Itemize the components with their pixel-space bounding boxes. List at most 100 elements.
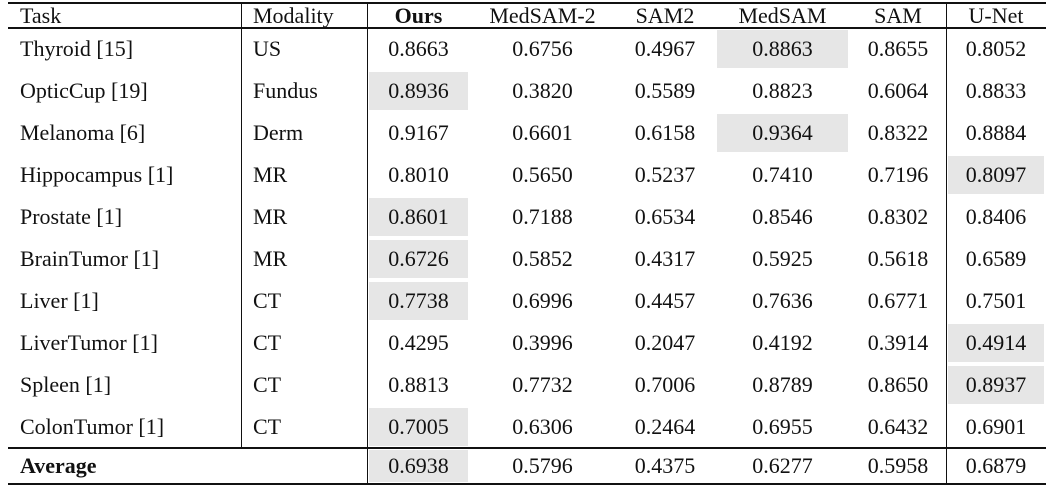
score-cell: 0.7636 bbox=[752, 288, 813, 313]
modality-cell: CT bbox=[253, 414, 282, 439]
modality-cell: MR bbox=[253, 246, 288, 271]
column-rule bbox=[946, 3, 948, 484]
score-cell: 0.5958 bbox=[867, 453, 929, 478]
task-cell: Thyroid [15] bbox=[20, 36, 134, 61]
score-cell: 0.3914 bbox=[867, 330, 929, 355]
score-cell: 0.8406 bbox=[965, 204, 1027, 229]
modality-cell: US bbox=[253, 36, 282, 61]
task-cell: Prostate [1] bbox=[20, 204, 123, 229]
rule bbox=[8, 447, 1046, 449]
score-cell: 0.7501 bbox=[965, 288, 1027, 313]
score-cell: 0.8010 bbox=[388, 162, 449, 187]
score-cell: 0.4192 bbox=[752, 330, 813, 355]
score-cell: 0.7196 bbox=[867, 162, 929, 187]
score-cell: 0.6726 bbox=[369, 240, 468, 278]
column-header: SAM2 bbox=[635, 2, 695, 28]
rule bbox=[8, 27, 1046, 29]
score-cell: 0.8823 bbox=[752, 78, 813, 103]
score-cell: 0.8833 bbox=[965, 78, 1027, 103]
score-cell: 0.6306 bbox=[512, 414, 573, 439]
score-cell: 0.9167 bbox=[388, 120, 449, 145]
score-cell: 0.5925 bbox=[752, 246, 813, 271]
score-cell: 0.6955 bbox=[752, 414, 813, 439]
score-cell: 0.7738 bbox=[369, 282, 468, 320]
score-cell: 0.4295 bbox=[388, 330, 449, 355]
score-cell: 0.8655 bbox=[867, 36, 929, 61]
score-cell: 0.6064 bbox=[867, 78, 929, 103]
score-cell: 0.8884 bbox=[965, 120, 1027, 145]
column-rule bbox=[367, 3, 369, 484]
modality-cell: Derm bbox=[253, 120, 304, 145]
score-cell: 0.6879 bbox=[965, 453, 1027, 478]
column-header: Task bbox=[20, 2, 62, 28]
modality-cell: MR bbox=[253, 204, 288, 229]
score-cell: 0.8650 bbox=[867, 372, 929, 397]
score-cell: 0.3820 bbox=[512, 78, 573, 103]
score-cell: 0.8937 bbox=[948, 366, 1044, 404]
score-cell: 0.3996 bbox=[512, 330, 573, 355]
score-cell: 0.8052 bbox=[965, 36, 1027, 61]
score-cell: 0.8322 bbox=[867, 120, 929, 145]
score-cell: 0.5852 bbox=[512, 246, 573, 271]
score-cell: 0.8789 bbox=[752, 372, 813, 397]
column-header: U-Net bbox=[968, 2, 1024, 28]
task-cell: BrainTumor [1] bbox=[20, 246, 160, 271]
score-cell: 0.8663 bbox=[388, 36, 449, 61]
column-rule bbox=[241, 3, 243, 448]
column-header: SAM bbox=[874, 2, 922, 28]
score-cell: 0.6277 bbox=[752, 453, 813, 478]
score-cell: 0.7005 bbox=[369, 408, 468, 446]
column-header: MedSAM-2 bbox=[489, 2, 596, 28]
average-label: Average bbox=[20, 453, 97, 478]
score-cell: 0.2464 bbox=[634, 414, 696, 439]
score-cell: 0.8097 bbox=[948, 156, 1044, 194]
score-cell: 0.5589 bbox=[634, 78, 696, 103]
score-cell: 0.6996 bbox=[512, 288, 573, 313]
score-cell: 0.7188 bbox=[512, 204, 573, 229]
task-cell: LiverTumor [1] bbox=[20, 330, 158, 355]
score-cell: 0.4457 bbox=[634, 288, 696, 313]
score-cell: 0.8863 bbox=[717, 30, 848, 68]
score-cell: 0.6901 bbox=[965, 414, 1027, 439]
modality-cell: CT bbox=[253, 288, 282, 313]
task-cell: Hippocampus [1] bbox=[20, 162, 174, 187]
score-cell: 0.5650 bbox=[512, 162, 573, 187]
column-header: MedSAM bbox=[738, 2, 827, 28]
rule bbox=[8, 483, 1046, 485]
score-cell: 0.6601 bbox=[512, 120, 573, 145]
score-cell: 0.5618 bbox=[867, 246, 929, 271]
score-cell: 0.6589 bbox=[965, 246, 1027, 271]
task-cell: Melanoma [6] bbox=[20, 120, 146, 145]
score-cell: 0.5796 bbox=[512, 453, 573, 478]
score-cell: 0.6771 bbox=[867, 288, 929, 313]
score-cell: 0.4914 bbox=[948, 324, 1044, 362]
task-cell: ColonTumor [1] bbox=[20, 414, 165, 439]
score-cell: 0.8302 bbox=[867, 204, 929, 229]
modality-cell: CT bbox=[253, 372, 282, 397]
score-cell: 0.6432 bbox=[867, 414, 929, 439]
score-cell: 0.6534 bbox=[634, 204, 696, 229]
rule bbox=[8, 2, 1046, 4]
task-cell: Spleen [1] bbox=[20, 372, 112, 397]
score-cell: 0.7410 bbox=[752, 162, 813, 187]
modality-cell: MR bbox=[253, 162, 288, 187]
score-cell: 0.5237 bbox=[634, 162, 696, 187]
modality-cell: Fundus bbox=[253, 78, 318, 103]
score-cell: 0.4967 bbox=[634, 36, 696, 61]
score-cell: 0.8936 bbox=[369, 72, 468, 110]
task-cell: OpticCup [19] bbox=[20, 78, 148, 103]
score-cell: 0.7732 bbox=[512, 372, 573, 397]
score-cell: 0.6938 bbox=[369, 450, 468, 482]
score-cell: 0.8546 bbox=[752, 204, 813, 229]
modality-cell: CT bbox=[253, 330, 282, 355]
score-cell: 0.9364 bbox=[717, 114, 848, 152]
score-cell: 0.4317 bbox=[634, 246, 696, 271]
score-cell: 0.4375 bbox=[634, 453, 696, 478]
score-cell: 0.2047 bbox=[634, 330, 696, 355]
score-cell: 0.8601 bbox=[369, 198, 468, 236]
column-header: Modality bbox=[253, 2, 334, 28]
score-cell: 0.8813 bbox=[388, 372, 449, 397]
column-header: Ours bbox=[394, 2, 443, 28]
task-cell: Liver [1] bbox=[20, 288, 99, 313]
